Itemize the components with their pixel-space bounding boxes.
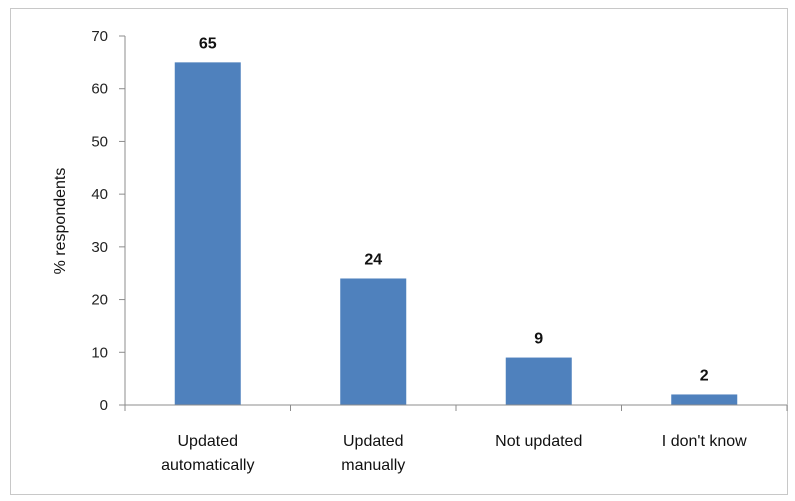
- bar: [174, 62, 241, 405]
- y-tick-label: 70: [91, 28, 108, 45]
- y-axis-ticks: 0 10 20 30 40 50 60 70: [91, 28, 788, 414]
- x-tick-label: automatically: [161, 457, 254, 474]
- y-axis-title: % respondents: [52, 168, 69, 275]
- x-tick-label: manually: [341, 457, 405, 474]
- data-labels: 65 24 9 2: [199, 35, 709, 384]
- x-tick-label: Not updated: [495, 433, 582, 450]
- x-tick-label: Updated: [178, 433, 239, 450]
- y-tick-label: 0: [100, 397, 108, 414]
- y-tick-label: 40: [91, 186, 108, 203]
- y-tick-label: 60: [91, 81, 108, 98]
- bars: [174, 62, 738, 405]
- bar: [505, 357, 572, 405]
- y-tick-label: 50: [91, 133, 108, 150]
- category-labels: Updated automatically Updated manually Not u…: [161, 433, 747, 474]
- data-label: 24: [364, 251, 382, 268]
- x-tick-label: Updated: [343, 433, 404, 450]
- chart-frame: [10, 8, 788, 495]
- data-label: 65: [199, 35, 217, 52]
- y-tick-label: 10: [91, 344, 108, 361]
- data-label: 9: [534, 331, 543, 348]
- data-label: 2: [700, 367, 709, 384]
- x-tick-label: I don't know: [662, 433, 747, 450]
- bar: [671, 394, 738, 405]
- y-tick-label: 30: [91, 239, 108, 256]
- y-tick-label: 20: [91, 292, 108, 309]
- bar: [340, 278, 407, 405]
